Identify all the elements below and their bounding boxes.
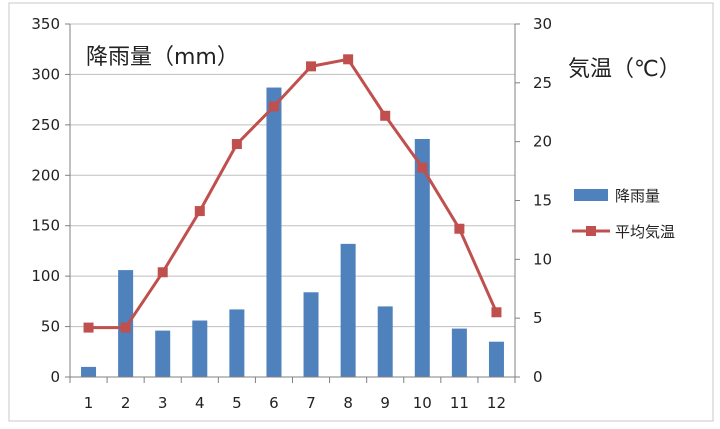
left-tick-label: 300	[31, 65, 60, 83]
bar-rainfall	[266, 87, 282, 377]
bars-rainfall	[81, 87, 504, 377]
x-tick-label: 10	[413, 394, 432, 412]
point-temperature	[120, 322, 131, 333]
legend-label-rainfall: 降雨量	[615, 187, 660, 205]
left-axis-title: 降雨量（mm）	[86, 45, 239, 70]
point-temperature	[380, 110, 391, 121]
left-tick-label: 350	[31, 15, 60, 33]
right-tick-label: 0	[533, 368, 543, 386]
bar-rainfall	[377, 306, 393, 377]
bar-rainfall	[229, 309, 245, 377]
legend-swatch-rainfall	[574, 189, 608, 201]
right-tick-label: 20	[533, 133, 552, 151]
right-tick-label: 10	[533, 250, 552, 268]
point-temperature	[454, 223, 465, 234]
bar-rainfall	[81, 366, 97, 377]
bar-rainfall	[340, 243, 356, 377]
left-tick-label: 250	[31, 116, 60, 134]
x-tick-label: 4	[195, 394, 205, 412]
right-tick-label: 5	[533, 309, 543, 327]
point-temperature	[231, 139, 242, 150]
bar-rainfall	[488, 341, 504, 377]
right-tick-label: 15	[533, 192, 552, 210]
left-tick-label: 0	[50, 368, 60, 386]
x-tick-label: 2	[121, 394, 131, 412]
point-temperature	[343, 54, 354, 65]
x-tick-label: 3	[158, 394, 168, 412]
x-tick-label: 1	[84, 394, 94, 412]
legend-marker-temperature	[586, 226, 596, 236]
x-tick-label: 11	[450, 394, 469, 412]
right-tick-label: 25	[533, 74, 552, 92]
left-tick-label: 150	[31, 217, 60, 235]
x-tick-label: 7	[306, 394, 316, 412]
bar-rainfall	[451, 328, 467, 377]
point-temperature	[194, 206, 205, 217]
line-temperature-path	[88, 57, 498, 330]
bar-rainfall	[303, 292, 319, 377]
point-temperature	[306, 61, 317, 72]
point-temperature	[268, 101, 279, 112]
right-axis-title: 気温（℃）	[568, 57, 681, 82]
x-tick-label: 5	[232, 394, 242, 412]
left-tick-label: 50	[41, 318, 60, 336]
left-tick-label: 100	[31, 267, 60, 285]
x-tick-label: 9	[380, 394, 390, 412]
x-tick-label: 8	[343, 394, 353, 412]
line-temperature	[83, 54, 502, 333]
point-temperature	[417, 162, 428, 173]
x-tick-label: 6	[269, 394, 279, 412]
right-tick-label: 30	[533, 15, 552, 33]
left-tick-label: 200	[31, 166, 60, 184]
point-temperature	[83, 322, 94, 333]
bar-rainfall	[192, 320, 208, 377]
x-tick-label: 12	[487, 394, 506, 412]
legend-label-temperature: 平均気温	[615, 223, 675, 241]
bar-rainfall	[414, 138, 430, 377]
point-temperature	[157, 267, 168, 278]
bar-rainfall	[155, 330, 171, 377]
point-temperature	[491, 307, 502, 318]
